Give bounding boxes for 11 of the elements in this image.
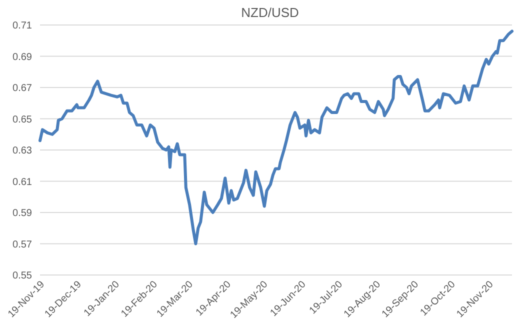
y-tick-label: 0.71 <box>12 20 32 32</box>
y-tick-label: 0.69 <box>12 52 32 63</box>
y-tick-label: 0.57 <box>12 239 32 250</box>
y-tick-label: 0.63 <box>12 146 32 156</box>
y-tick-label: 0.55 <box>12 270 32 282</box>
chart-title: NZD/USD <box>241 5 299 20</box>
y-tick-label: 0.67 <box>12 83 32 94</box>
y-tick-label: 0.65 <box>12 114 32 126</box>
y-tick-label: 0.61 <box>12 176 32 188</box>
y-tick-label: 0.59 <box>12 208 32 219</box>
line-series <box>38 30 514 246</box>
